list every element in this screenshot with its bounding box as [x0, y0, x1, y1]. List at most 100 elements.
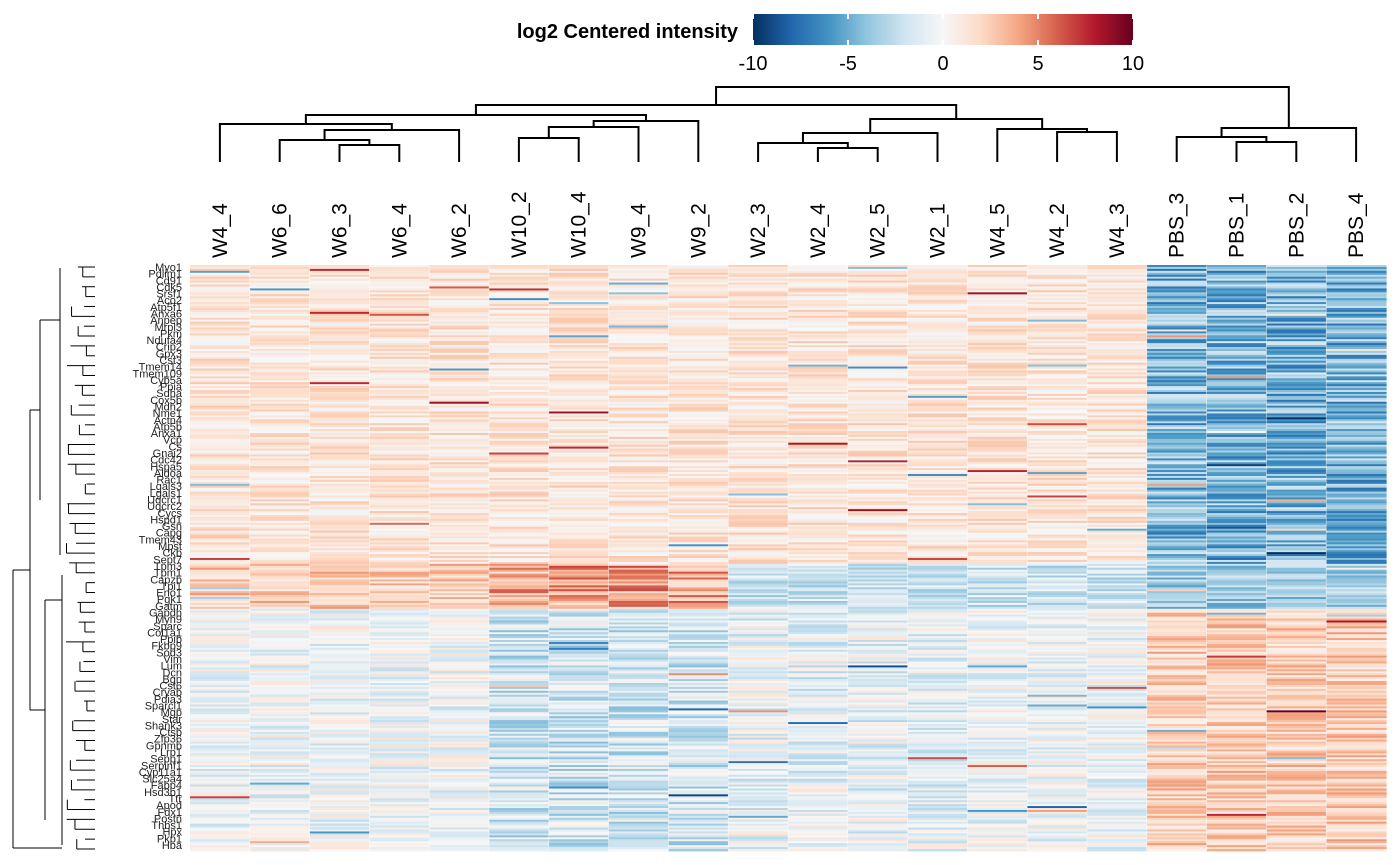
heatmap-cell: [1326, 593, 1387, 596]
heatmap-cell: [1266, 372, 1327, 375]
heatmap-cell: [190, 593, 251, 596]
heatmap-cell: [907, 597, 968, 600]
column-label: W6_6: [269, 203, 292, 258]
heatmap-cell: [728, 462, 789, 465]
heatmap-cell: [668, 386, 729, 389]
heatmap-cell: [429, 395, 490, 399]
heatmap-cell: [1266, 520, 1327, 524]
heatmap-cell: [190, 397, 251, 401]
heatmap-cell: [1146, 673, 1208, 676]
heatmap-cell: [907, 317, 968, 321]
heatmap-cell: [548, 632, 610, 635]
heatmap-cell: [847, 323, 909, 326]
heatmap-cell: [1266, 659, 1327, 662]
heatmap-cell: [309, 608, 370, 612]
heatmap-cell: [1146, 626, 1208, 629]
heatmap-cell: [249, 462, 311, 465]
heatmap-cell: [1266, 468, 1327, 471]
heatmap-cell: [728, 624, 789, 627]
heatmap-cell: [1027, 595, 1088, 598]
heatmap-cell: [309, 337, 370, 340]
heatmap-cell: [728, 483, 789, 487]
heatmap-cell: [309, 335, 370, 338]
heatmap-cell: [548, 341, 610, 344]
heatmap-cell: [1027, 403, 1088, 407]
heatmap-cell: [309, 477, 370, 481]
heatmap-cell: [489, 524, 550, 528]
heatmap-cell: [489, 663, 550, 666]
heatmap-cell: [190, 347, 251, 350]
heatmap-cell: [190, 655, 251, 659]
heatmap-cell: [608, 558, 669, 561]
heatmap-cell: [429, 468, 490, 471]
heatmap-cell: [668, 376, 729, 379]
heatmap-cell: [728, 372, 789, 375]
heatmap-cell: [1027, 554, 1088, 557]
heatmap-cell: [489, 266, 550, 270]
heatmap-cell: [1027, 628, 1088, 631]
heatmap-cell: [369, 374, 430, 377]
heatmap-cell: [190, 712, 251, 715]
legend-tick-label: 5: [1032, 53, 1043, 75]
heatmap-cell: [907, 624, 968, 627]
heatmap-cell: [847, 464, 909, 467]
heatmap-cell: [249, 370, 311, 373]
column-label: W4_3: [1106, 203, 1129, 258]
row-label: Gpnmb: [146, 740, 182, 752]
heatmap-cell: [489, 432, 550, 436]
heatmap-cell: [728, 518, 789, 522]
row-label: Cst6: [159, 681, 182, 693]
heatmap-cell: [249, 653, 311, 657]
heatmap-cell: [1146, 558, 1208, 561]
heatmap-cell: [728, 487, 789, 491]
heatmap-cell: [728, 501, 789, 504]
heatmap-cell: [190, 306, 251, 309]
heatmap-cell: [369, 347, 430, 350]
heatmap-cell: [847, 536, 909, 539]
heatmap-cell: [907, 604, 968, 608]
heatmap-cell: [249, 538, 311, 541]
heatmap-cell: [907, 438, 968, 442]
heatmap-cell: [1326, 337, 1387, 340]
heatmap-cell: [548, 472, 610, 475]
heatmap-cell: [1146, 270, 1208, 274]
heatmap-cell: [429, 716, 490, 719]
heatmap-cell: [1326, 585, 1387, 588]
heatmap-cell: [788, 417, 849, 420]
heatmap-cell: [1326, 700, 1387, 703]
heatmap-cell: [967, 409, 1028, 412]
heatmap-cell: [190, 489, 251, 492]
column-dendrogram-link: [715, 86, 1290, 128]
heatmap-cell: [608, 552, 669, 555]
heatmap-cell: [1326, 432, 1387, 436]
row-label: Tmem14: [139, 362, 182, 374]
heatmap-cell: [668, 720, 729, 723]
heatmap-cell: [907, 370, 968, 373]
heatmap-cell: [1206, 401, 1267, 405]
heatmap-cell: [1326, 712, 1387, 715]
heatmap-cell: [608, 487, 669, 491]
heatmap-cell: [728, 649, 789, 653]
heatmap-cell: [608, 442, 669, 446]
heatmap-cell: [1146, 628, 1208, 631]
heatmap-cell: [788, 438, 849, 442]
heatmap-cell: [847, 474, 909, 477]
heatmap-cell: [967, 665, 1028, 668]
heatmap-cell: [1027, 431, 1088, 434]
heatmap-cell: [369, 345, 430, 348]
heatmap-cell: [967, 548, 1028, 551]
heatmap-cell: [548, 329, 610, 332]
heatmap-cell: [668, 634, 729, 637]
heatmap-cell: [847, 317, 909, 321]
heatmap-cell: [788, 323, 849, 326]
heatmap-cell: [1326, 608, 1387, 612]
heatmap-cell: [608, 550, 669, 553]
heatmap-cell: [369, 624, 430, 627]
heatmap-cell: [668, 450, 729, 453]
heatmap-cell: [847, 614, 909, 617]
heatmap-cell: [1326, 368, 1387, 371]
heatmap-cell: [489, 530, 550, 534]
heatmap-cell: [249, 725, 311, 729]
heatmap-cell: [847, 454, 909, 457]
heatmap-cell: [907, 536, 968, 539]
